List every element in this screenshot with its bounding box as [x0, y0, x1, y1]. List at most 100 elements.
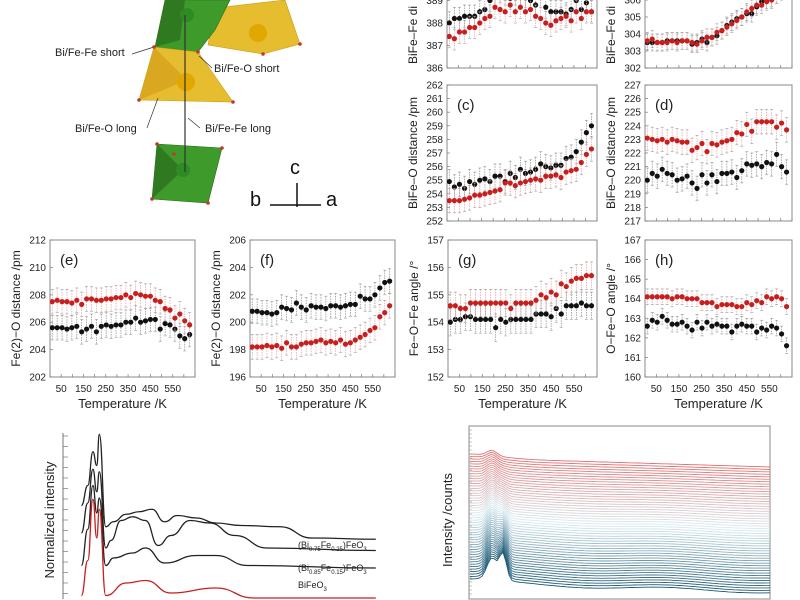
x-tick-label: 550 — [761, 384, 778, 395]
data-point — [719, 139, 725, 145]
data-point — [649, 294, 655, 300]
data-point — [679, 319, 685, 325]
trace-line — [469, 451, 771, 470]
data-point — [684, 38, 690, 44]
y-tick-label: 161 — [624, 353, 641, 364]
x-tick-label: 550 — [566, 384, 583, 395]
data-point — [64, 326, 70, 332]
series-black — [645, 141, 790, 201]
trace-line — [470, 548, 771, 589]
x-tick-label: 250 — [497, 384, 514, 395]
trace-line — [469, 458, 771, 478]
y-tick-label: 255 — [426, 176, 443, 187]
data-point — [523, 316, 529, 323]
y-tick-label: 166 — [624, 255, 641, 266]
data-point — [563, 283, 569, 290]
data-point — [456, 29, 463, 35]
data-point — [533, 176, 539, 182]
series-red — [250, 293, 393, 361]
panel-d: 217 218 219 220 221 222 223 224 225 226 227 BiFe–O … — [604, 81, 793, 228]
data-point — [308, 303, 314, 309]
data-point — [492, 4, 498, 10]
data-point — [512, 174, 518, 181]
data-point — [457, 316, 463, 323]
data-point — [451, 15, 457, 22]
trace-line — [470, 535, 770, 569]
data-point — [679, 176, 685, 182]
data-point — [342, 341, 349, 347]
data-point — [323, 305, 329, 312]
x-axis-label: Temperature /K — [78, 396, 167, 411]
data-point — [674, 321, 680, 327]
y-tick-label: 196 — [229, 373, 246, 384]
y-axis-label: Fe(2)−O distance /pm — [9, 250, 23, 366]
y-tick-label: 163 — [624, 314, 641, 325]
trace-line — [469, 549, 770, 591]
data-point — [583, 0, 589, 6]
data-point — [318, 337, 324, 343]
data-point — [709, 172, 715, 178]
data-point — [357, 293, 363, 299]
y-tick-label: 154 — [427, 318, 444, 329]
y-axis-label: Normalized intensity — [42, 461, 57, 579]
label-fe-o-long: Bi/Fe-O long — [75, 123, 137, 135]
series-red — [645, 0, 784, 54]
data-point — [573, 9, 579, 15]
data-point — [645, 177, 650, 183]
data-point — [477, 300, 484, 306]
data-point — [645, 135, 650, 141]
data-point — [659, 313, 665, 319]
data-point — [699, 300, 705, 306]
trace-line — [470, 517, 770, 547]
data-point — [461, 29, 468, 35]
data-point — [162, 305, 168, 312]
y-tick-label: 210 — [29, 263, 46, 274]
data-point — [774, 124, 780, 130]
y-tick-label: 223 — [624, 135, 641, 146]
series-red — [447, 0, 595, 51]
data-point — [729, 301, 735, 308]
data-point — [187, 331, 193, 338]
data-point — [689, 180, 695, 186]
y-tick-label: 204 — [29, 345, 46, 356]
y-tick-label: 153 — [427, 345, 444, 356]
data-point — [583, 130, 589, 136]
data-point — [507, 2, 513, 8]
data-point — [123, 319, 129, 325]
data-point — [543, 311, 549, 317]
trace-line — [470, 542, 770, 579]
data-point — [719, 301, 725, 308]
data-point — [98, 297, 104, 303]
series-red — [645, 109, 790, 165]
data-point — [328, 338, 334, 344]
trace-line — [469, 543, 771, 581]
data-point — [749, 162, 755, 168]
data-point — [128, 319, 134, 325]
data-point — [303, 307, 309, 313]
data-marks — [447, 0, 595, 51]
x-tick-label: 350 — [716, 384, 733, 395]
data-point — [679, 38, 685, 44]
data-point — [88, 323, 95, 329]
trace-line — [470, 525, 770, 557]
data-point — [583, 273, 590, 279]
data-point — [254, 308, 260, 314]
formula-part: Fe — [320, 563, 332, 573]
data-point — [259, 344, 265, 350]
data-point — [714, 178, 720, 185]
trace-line — [469, 475, 771, 498]
trace-line — [469, 479, 770, 502]
series-label: (Bi0.75Fe0.25)FeO3 — [298, 540, 367, 556]
trace-line — [469, 481, 771, 505]
y-tick-label: 155 — [427, 290, 444, 301]
data-point — [467, 300, 474, 306]
y-tick-label: 202 — [229, 290, 246, 301]
data-point — [123, 292, 129, 298]
data-point — [548, 165, 554, 171]
plot-frame — [468, 425, 771, 600]
data-point — [508, 316, 514, 323]
data-point — [739, 321, 745, 327]
data-point — [543, 20, 549, 26]
data-point — [462, 305, 469, 312]
series-label: BiFeO3 — [298, 580, 327, 596]
